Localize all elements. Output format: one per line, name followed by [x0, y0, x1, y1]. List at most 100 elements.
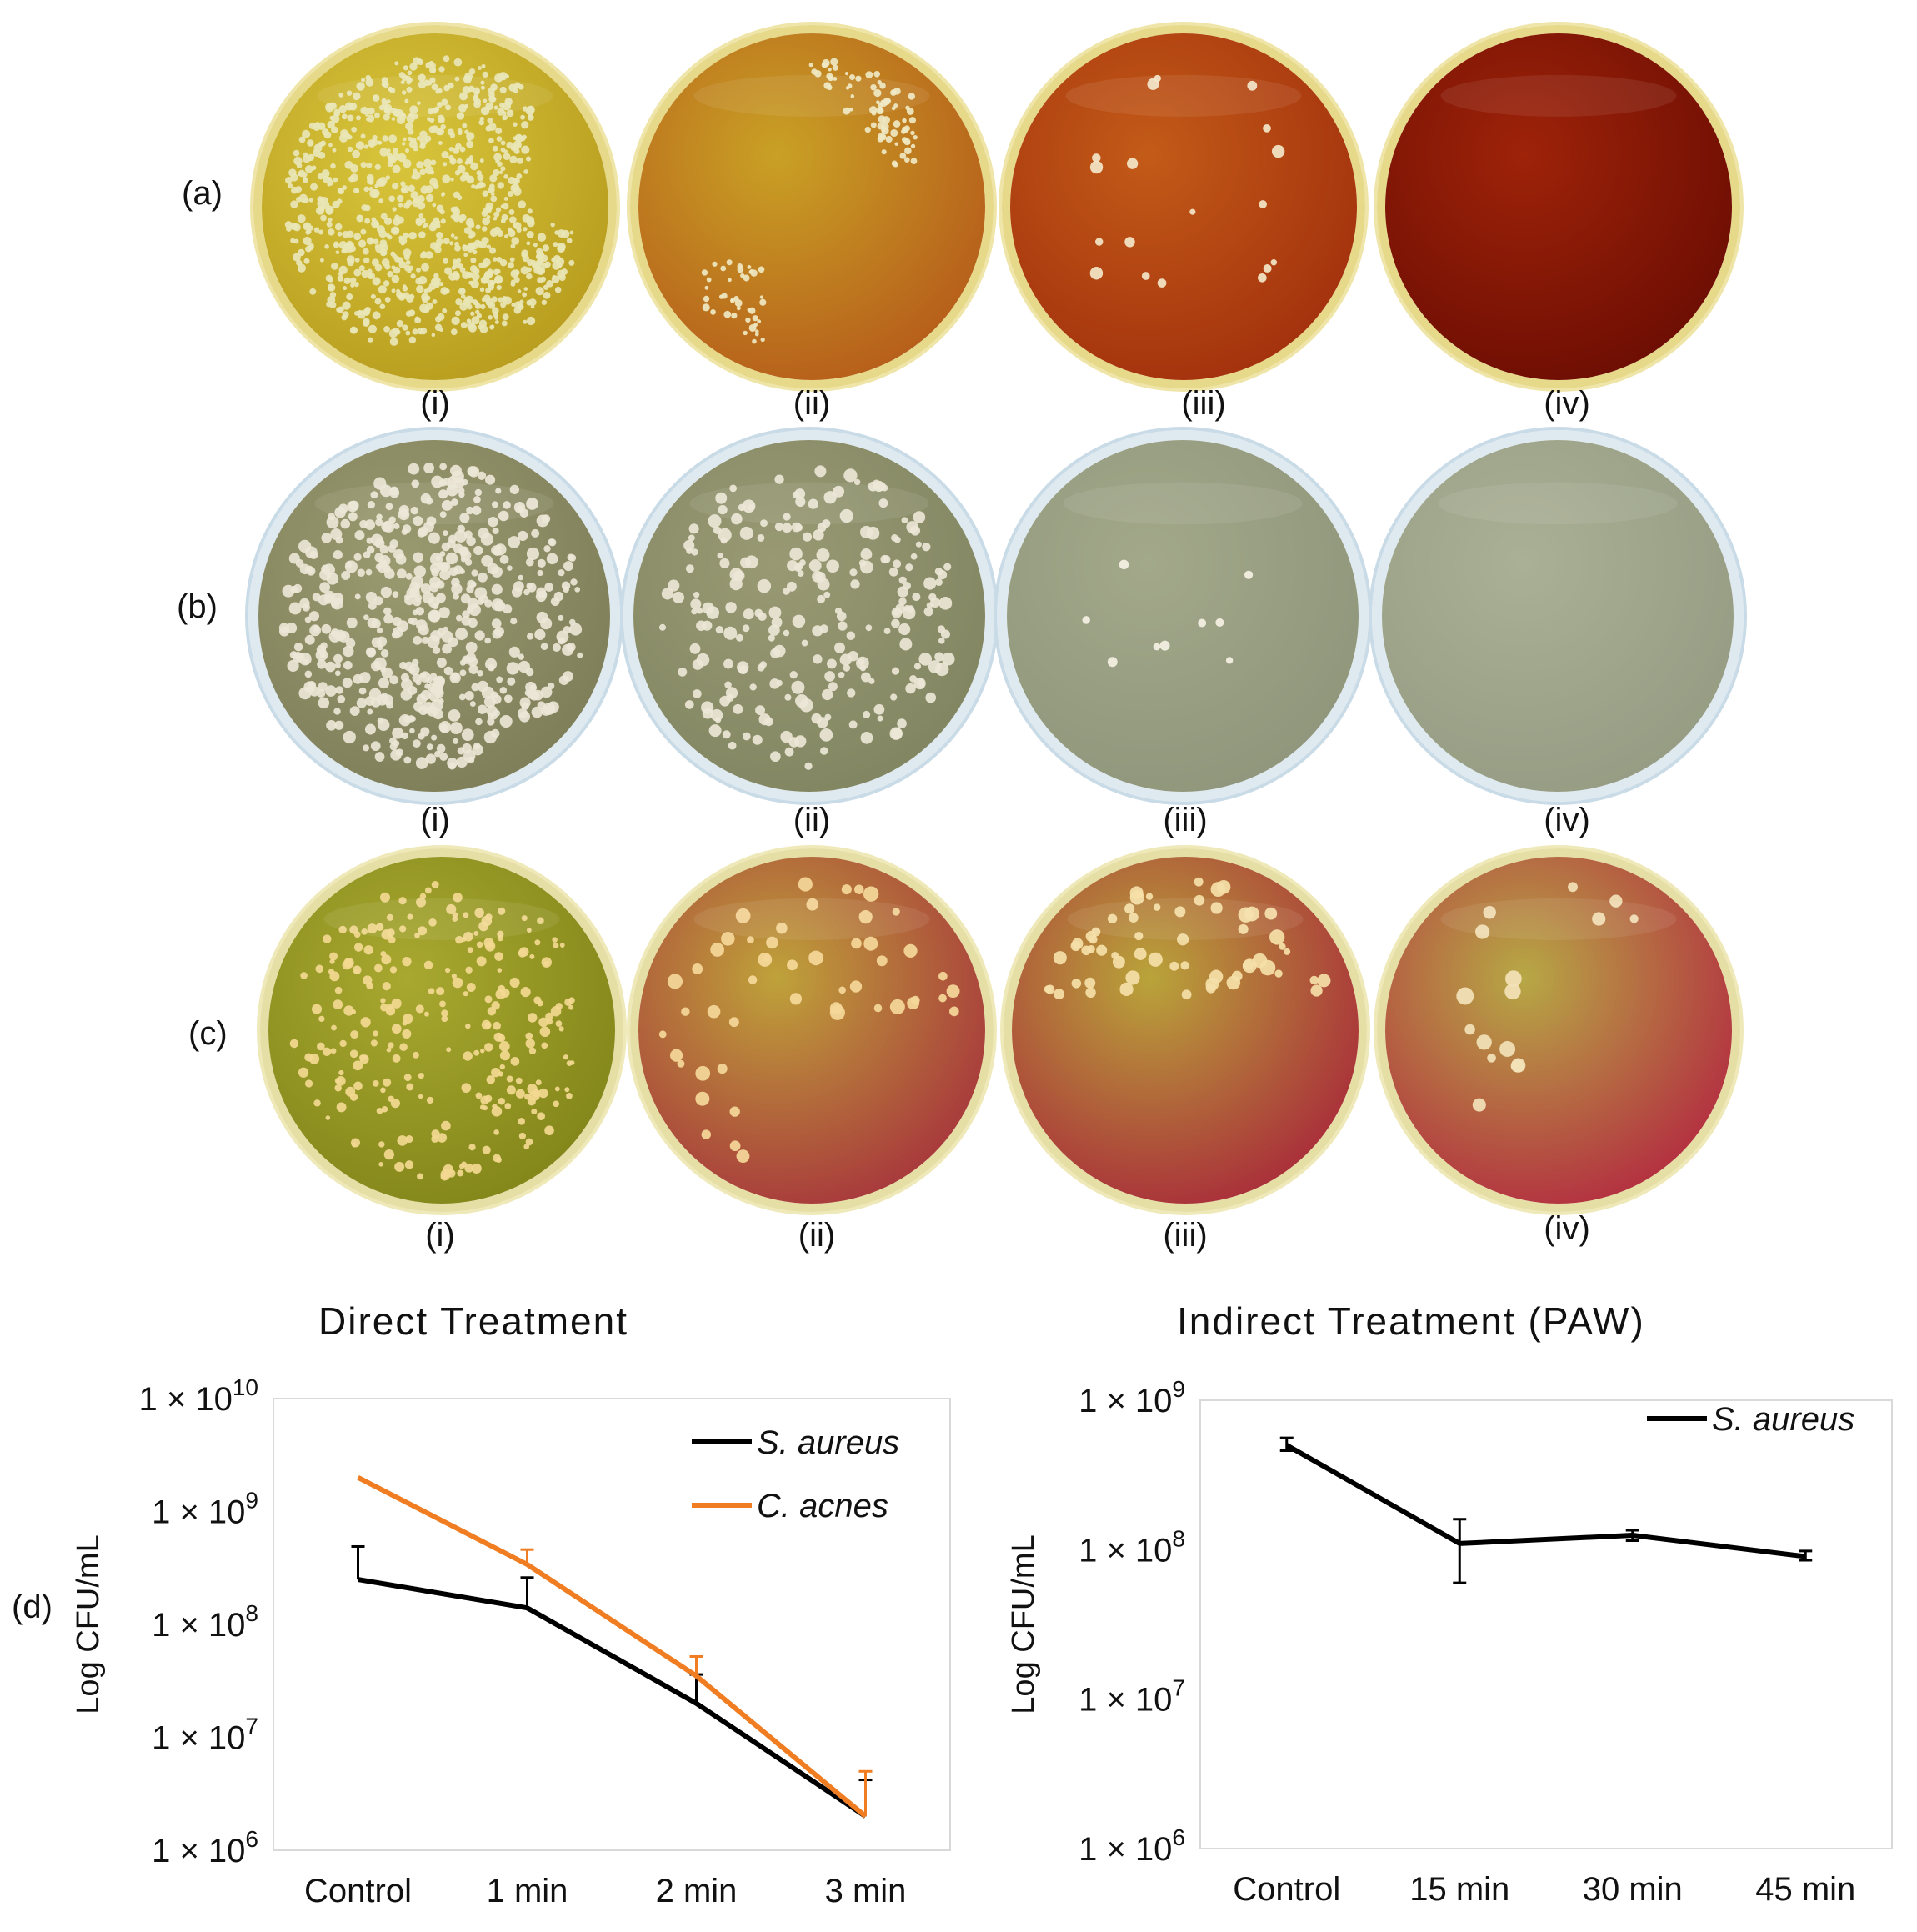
colony — [518, 948, 527, 958]
colony — [541, 299, 548, 305]
colony — [400, 181, 406, 187]
colony — [449, 722, 463, 735]
colony — [439, 463, 448, 471]
row-label-c: (c) — [188, 1015, 228, 1052]
colony — [510, 618, 518, 625]
plate-c-ii — [630, 848, 994, 1212]
colony — [466, 140, 474, 148]
colony — [394, 1161, 405, 1172]
colony — [487, 563, 498, 575]
colony — [1464, 1024, 1475, 1035]
colony — [1070, 940, 1081, 952]
colony — [488, 92, 495, 98]
colony — [442, 530, 448, 537]
colony — [824, 671, 835, 682]
colony — [372, 311, 381, 320]
colony — [394, 214, 400, 221]
colony — [1258, 273, 1267, 283]
colony — [426, 705, 438, 717]
colony — [885, 135, 893, 143]
colony — [812, 625, 823, 637]
plate-b-iii-colonies — [1007, 440, 1359, 792]
colony — [323, 593, 334, 604]
colony — [918, 653, 933, 666]
colony — [464, 558, 473, 566]
colony — [383, 607, 392, 616]
colony — [398, 260, 407, 269]
colony — [415, 1004, 424, 1014]
colony — [383, 217, 393, 226]
colony — [721, 293, 728, 299]
colony — [506, 662, 519, 675]
colony — [1159, 640, 1170, 651]
colony — [846, 631, 856, 640]
colony — [477, 471, 487, 480]
colony — [308, 1054, 320, 1064]
colony — [938, 596, 953, 610]
colony — [339, 1039, 347, 1048]
colony — [915, 541, 922, 548]
colony — [389, 488, 400, 498]
colony — [806, 898, 819, 911]
colony — [570, 578, 578, 586]
colony — [442, 643, 453, 654]
colony — [757, 578, 772, 593]
colony — [518, 530, 528, 542]
plate-c-i — [260, 848, 623, 1212]
colony — [321, 623, 332, 634]
colony — [355, 141, 365, 150]
colony — [449, 241, 454, 246]
colony — [537, 558, 546, 568]
colony — [701, 269, 708, 276]
colony — [411, 658, 419, 667]
colony — [366, 162, 373, 168]
plate-a-ii — [630, 25, 994, 388]
colony — [813, 529, 824, 541]
plate-b-iv-colonies — [1382, 440, 1734, 792]
colony — [308, 686, 320, 697]
colony — [553, 1100, 559, 1108]
colony — [487, 118, 493, 123]
colony — [577, 652, 583, 658]
colony — [1180, 961, 1189, 970]
colony — [468, 603, 481, 617]
colony — [480, 80, 485, 85]
colony — [392, 207, 397, 212]
colony — [844, 72, 849, 76]
colony — [527, 267, 532, 273]
colony — [474, 239, 481, 247]
colony — [525, 1039, 535, 1049]
colony — [893, 559, 902, 568]
plate-a-i — [253, 25, 617, 388]
colony — [563, 561, 573, 572]
colony — [390, 226, 400, 235]
colony — [479, 158, 484, 163]
colony — [376, 1108, 383, 1114]
colony — [1194, 894, 1205, 906]
colony — [361, 928, 368, 935]
colony — [318, 682, 328, 692]
colony — [438, 607, 450, 618]
colony — [518, 574, 524, 581]
colony — [386, 701, 394, 709]
colony — [748, 975, 758, 984]
colony — [441, 1015, 448, 1023]
colony — [393, 108, 401, 117]
colony — [467, 756, 475, 764]
agar-surface — [1385, 33, 1732, 380]
colony — [938, 638, 945, 644]
plate-label-a-ii: (ii) — [793, 385, 831, 422]
colony — [351, 126, 358, 133]
colony — [521, 145, 530, 154]
colony — [439, 282, 444, 287]
colony — [484, 658, 498, 670]
colony — [456, 112, 465, 120]
colony — [769, 678, 780, 689]
plate-label-c-iv: (iv) — [1544, 1210, 1590, 1247]
colony — [908, 93, 916, 100]
colony — [493, 311, 498, 318]
plate-highlight — [314, 482, 554, 525]
colony — [314, 122, 321, 128]
colony — [319, 568, 332, 581]
